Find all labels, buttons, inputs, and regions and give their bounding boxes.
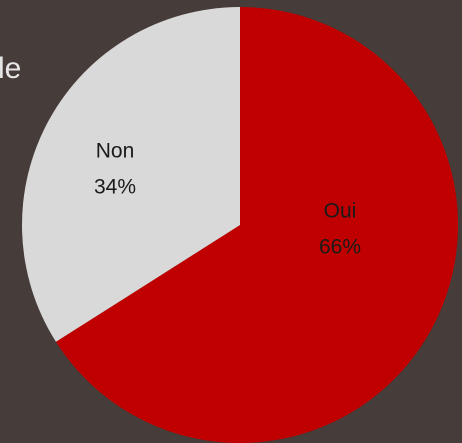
slice-value-label: 34% — [94, 176, 136, 199]
slice-category-label: Oui — [324, 200, 357, 223]
slice-value-label: 66% — [319, 236, 361, 259]
pie-slice — [55, 7, 458, 443]
slice-category-label: Non — [96, 140, 135, 163]
pie-slice — [22, 7, 241, 342]
title-fragment: le — [0, 52, 21, 85]
